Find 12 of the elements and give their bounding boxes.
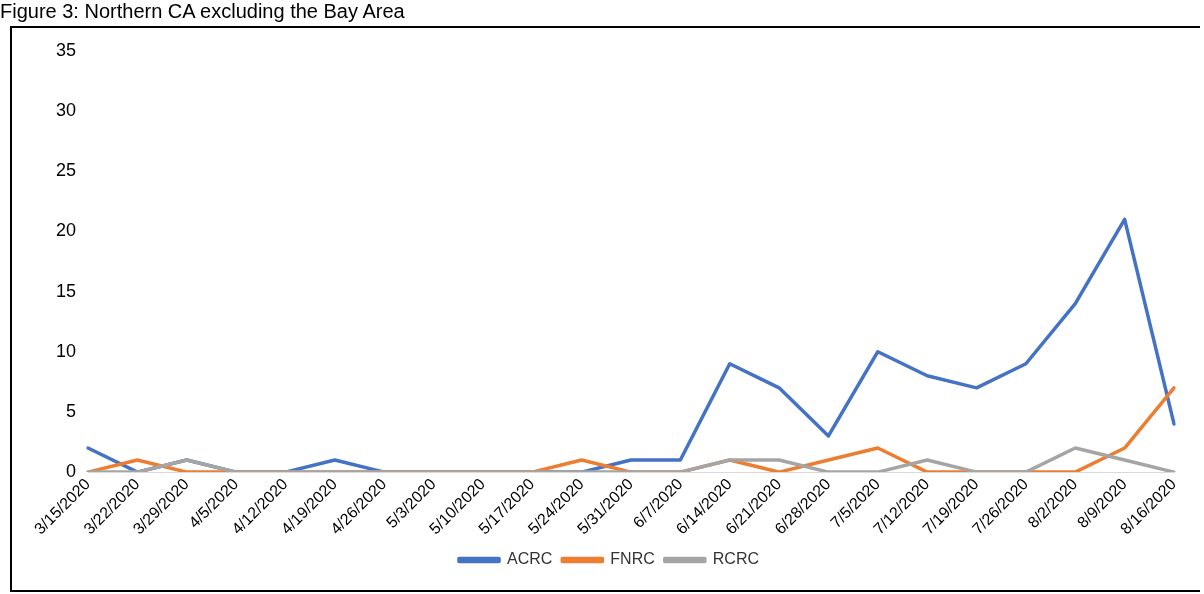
y-tick-label: 5 — [66, 400, 77, 421]
legend-label: RCRC — [712, 550, 759, 568]
y-tick-label: 0 — [66, 461, 77, 482]
y-tick-label: 35 — [55, 39, 77, 60]
legend-label: FNRC — [610, 550, 655, 568]
y-tick-label: 10 — [55, 340, 77, 361]
y-tick-label: 15 — [55, 280, 77, 301]
y-tick-label: 20 — [55, 220, 77, 241]
chart-title: Figure 3: Northern CA excluding the Bay Area — [0, 0, 405, 23]
y-tick-label: 25 — [55, 160, 77, 181]
legend-label: ACRC — [507, 550, 553, 568]
y-tick-label: 30 — [55, 99, 77, 120]
